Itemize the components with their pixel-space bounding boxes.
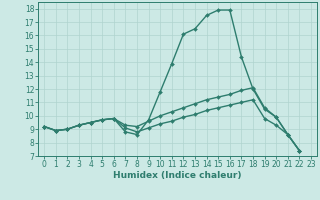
- X-axis label: Humidex (Indice chaleur): Humidex (Indice chaleur): [113, 171, 242, 180]
